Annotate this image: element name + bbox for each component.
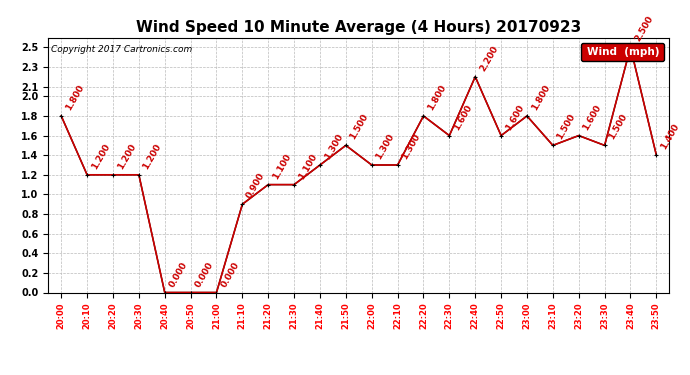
Text: 1.800: 1.800: [530, 83, 551, 112]
Text: 0.000: 0.000: [193, 260, 215, 289]
Text: Copyright 2017 Cartronics.com: Copyright 2017 Cartronics.com: [51, 45, 193, 54]
Text: 1.300: 1.300: [322, 132, 344, 161]
Text: 1.300: 1.300: [374, 132, 396, 161]
Text: 1.200: 1.200: [141, 142, 164, 171]
Text: 1.800: 1.800: [63, 83, 86, 112]
Text: 1.800: 1.800: [426, 83, 448, 112]
Text: 1.200: 1.200: [116, 142, 137, 171]
Text: 1.400: 1.400: [659, 122, 681, 151]
Text: 1.100: 1.100: [297, 152, 319, 181]
Text: 0.000: 0.000: [219, 260, 241, 289]
Text: 1.500: 1.500: [555, 112, 578, 141]
Text: 1.600: 1.600: [581, 103, 603, 132]
Text: 0.900: 0.900: [245, 171, 267, 200]
Text: 1.600: 1.600: [452, 103, 474, 132]
Title: Wind Speed 10 Minute Average (4 Hours) 20170923: Wind Speed 10 Minute Average (4 Hours) 2…: [136, 20, 582, 35]
Text: 1.600: 1.600: [504, 103, 526, 132]
Text: 1.200: 1.200: [90, 142, 112, 171]
Text: 2.200: 2.200: [478, 44, 500, 73]
Text: 1.300: 1.300: [400, 132, 422, 161]
Text: 2.500: 2.500: [633, 15, 655, 44]
Text: 1.100: 1.100: [270, 152, 293, 181]
Legend: Wind  (mph): Wind (mph): [581, 43, 664, 61]
Text: 1.500: 1.500: [607, 112, 629, 141]
Text: 1.500: 1.500: [348, 112, 371, 141]
Text: 0.000: 0.000: [167, 260, 189, 289]
